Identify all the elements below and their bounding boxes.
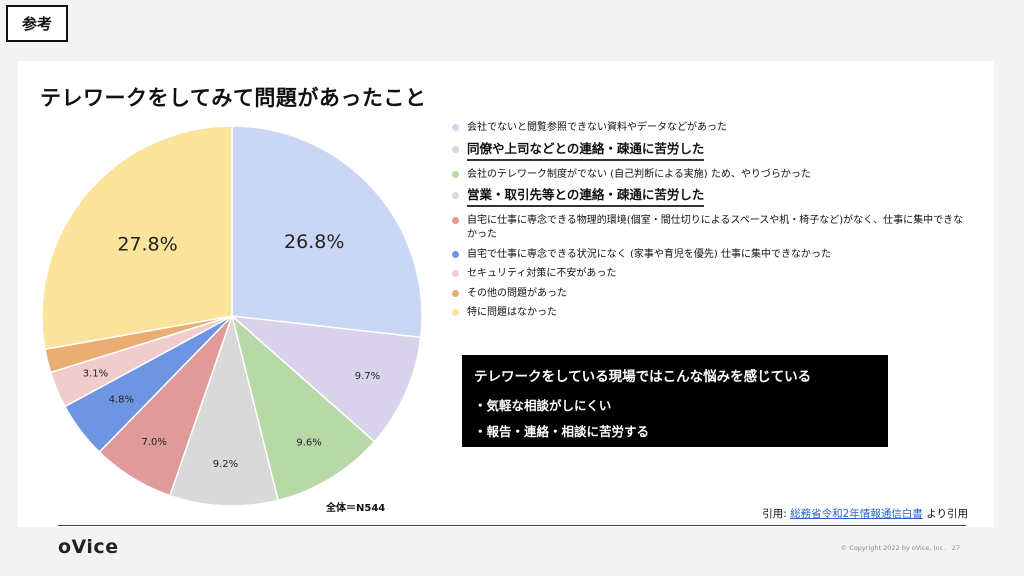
legend-item: 自宅に仕事に専念できる物理的環境(個室・間仕切りによるスペースや机・椅子など)が… (452, 214, 982, 242)
legend-label: 同僚や上司などとの連絡・疎通に苦労した (467, 141, 705, 161)
callout-bullet: ・気軽な相談がしにくい (474, 398, 612, 413)
citation-suffix: より引用 (922, 508, 968, 520)
legend-label: 営業・取引先等との連絡・疎通に苦労した (467, 187, 705, 207)
legend-swatch (452, 270, 459, 277)
legend-item: セキュリティ対策に不安があった (452, 267, 982, 281)
legend-item: 同僚や上司などとの連絡・疎通に苦労した (452, 141, 982, 161)
slice-label: 9.2% (213, 459, 238, 470)
citation-prefix: 引用: (762, 508, 791, 520)
citation: 引用: 総務省令和2年情報通信白書 より引用 (762, 506, 968, 521)
legend-swatch (452, 170, 459, 178)
legend-item: 営業・取引先等との連絡・疎通に苦労した (452, 187, 982, 207)
chart-legend: 会社でないと閲覧参照できない資料やデータなどがあった同僚や上司などとの連絡・疎通… (452, 121, 982, 326)
pie-slice (230, 313, 376, 502)
legend-label: 会社のテレワーク制度がでない (自己判断による実施) ため、やりづらかった (467, 168, 811, 180)
legend-item: 会社でないと閲覧参照できない資料やデータなどがあった (452, 121, 982, 135)
pie-slice (231, 125, 423, 339)
legend-item: 特に問題はなかった (452, 306, 982, 320)
slice-label: 9.6% (296, 438, 321, 449)
legend-label: セキュリティ対策に不安があった (467, 268, 617, 279)
legend-label: 特に問題はなかった (467, 307, 557, 318)
pie-slice (168, 313, 280, 507)
slice-label: 7.0% (141, 437, 166, 448)
pie-slice (41, 125, 233, 351)
legend-label: 自宅に仕事に専念できる物理的環境(個室・間仕切りによるスペースや机・椅子など)が… (467, 215, 964, 240)
legend-swatch (452, 217, 459, 224)
reference-tag: 参考 (6, 5, 68, 42)
legend-item: 会社のテレワーク制度がでない (自己判断による実施) ため、やりづらかった (452, 168, 982, 182)
slice-label: 3.1% (83, 369, 108, 380)
footer-divider (58, 525, 966, 526)
callout-heading: テレワークをしている現場ではこんな悩みを感じている (474, 369, 812, 385)
legend-label: 自宅で仕事に専念できる状況になく (家事や育児を優先) 仕事に集中できなかった (467, 248, 831, 260)
slice-label: 26.8% (284, 231, 344, 253)
sample-size-label: 全体＝N544 (326, 503, 386, 514)
legend-swatch (452, 192, 459, 199)
slice-label: 4.8% (109, 395, 134, 406)
pie-slice (229, 314, 422, 443)
legend-swatch (452, 145, 459, 153)
ovice-logo: oVice (58, 536, 119, 558)
copyright-text: © Copyright 2022 by oVice, Inc. 27 (840, 544, 960, 552)
citation-link[interactable]: 総務省令和2年情報通信白書 (790, 508, 923, 520)
legend-item: その他の問題があった (452, 287, 982, 301)
slice-label: 9.7% (355, 371, 380, 382)
chart-title: テレワークをしてみて問題があったこと (40, 86, 427, 110)
insight-callout: テレワークをしている現場ではこんな悩みを感じている ・気軽な相談がしにくい ・報… (462, 355, 888, 447)
legend-swatch (452, 289, 459, 297)
legend-item: 自宅で仕事に専念できる状況になく (家事や育児を優先) 仕事に集中できなかった (452, 248, 982, 262)
legend-label: 会社でないと閲覧参照できない資料やデータなどがあった (467, 122, 727, 133)
slice-label: 27.8% (117, 234, 177, 256)
callout-bullet: ・報告・連絡・相談に苦労する (474, 424, 650, 439)
legend-swatch (452, 124, 459, 131)
legend-swatch (452, 250, 459, 258)
legend-swatch (452, 309, 459, 316)
legend-label: その他の問題があった (467, 287, 567, 299)
